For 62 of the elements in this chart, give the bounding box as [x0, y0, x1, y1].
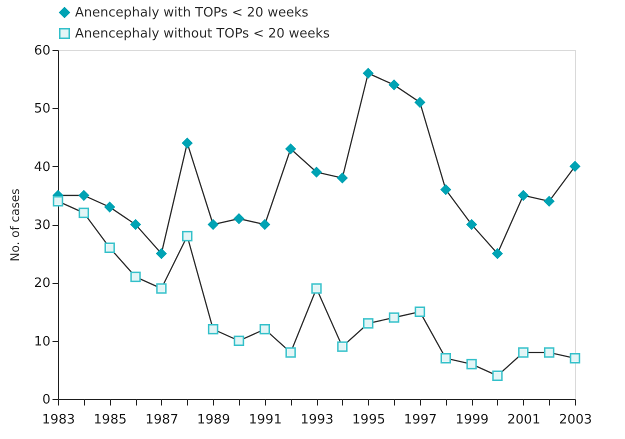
point [337, 172, 348, 184]
legend-label: Anencephaly without TOPs < 20 weeks [75, 26, 330, 42]
point [182, 138, 192, 148]
x-tick-label: 1993 [300, 412, 334, 428]
x-tick-label: 1985 [94, 412, 127, 428]
x-tick-label: 1987 [145, 412, 178, 428]
point [518, 347, 529, 358]
x-tick-label: 1995 [352, 412, 386, 428]
legend-label: Anencephaly with TOPs < 20 weeks [75, 6, 309, 20]
point [570, 353, 580, 364]
x-tick-label: 1991 [248, 412, 282, 428]
point [104, 242, 115, 253]
point [518, 190, 529, 201]
point [208, 219, 218, 230]
y-tick-label: 10 [34, 334, 50, 350]
y-tick-label: 0 [42, 392, 50, 408]
point [311, 283, 322, 294]
point [362, 318, 374, 329]
point [544, 347, 554, 358]
point [311, 166, 322, 178]
x-tick-label: 1997 [404, 412, 437, 428]
point [285, 144, 296, 154]
point [337, 341, 348, 352]
point [388, 312, 400, 323]
point [234, 336, 244, 346]
point [414, 97, 426, 108]
y-tick-label: 30 [34, 218, 50, 233]
point [544, 196, 554, 206]
point [156, 283, 167, 294]
point [285, 347, 296, 358]
point [414, 306, 426, 317]
point [440, 184, 451, 195]
point [182, 230, 192, 242]
x-tick-label: 2001 [507, 412, 540, 428]
point [440, 353, 451, 364]
point [362, 68, 374, 78]
point [260, 219, 270, 230]
point [130, 219, 141, 230]
point [156, 248, 167, 259]
point [104, 202, 115, 212]
point [234, 213, 244, 224]
y-axis-title: No. of cases [8, 188, 22, 262]
point [78, 190, 90, 201]
point [492, 370, 503, 381]
point [570, 161, 580, 172]
point [466, 219, 477, 230]
point [466, 358, 477, 370]
y-tick-label: 60 [34, 44, 50, 58]
x-tick-label: 1999 [456, 412, 489, 428]
point [130, 272, 141, 282]
x-tick-label: 1983 [42, 412, 76, 428]
point [260, 324, 270, 334]
point [492, 248, 503, 259]
x-tick-label: 2003 [558, 412, 592, 428]
y-tick-label: 40 [34, 160, 50, 175]
x-tick-label: 1989 [197, 412, 230, 428]
point [208, 324, 218, 334]
y-tick-label: 50 [34, 102, 50, 117]
y-tick-label: 20 [34, 276, 50, 292]
point [52, 196, 64, 206]
point [388, 80, 400, 90]
point [78, 208, 90, 218]
